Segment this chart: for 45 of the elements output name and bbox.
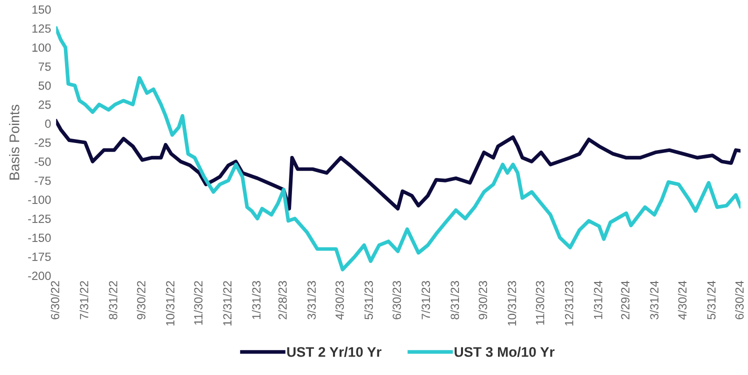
y-tick-label: -150 <box>28 234 51 242</box>
y-tick-label: 0 <box>45 120 51 128</box>
x-tick-label: 1/31/24 <box>594 280 602 319</box>
y-tick-label: -200 <box>28 272 51 280</box>
y-tick-label: -175 <box>28 252 51 261</box>
y-tick-label: -75 <box>34 176 51 185</box>
x-tick-label: 9/30/23 <box>478 281 488 320</box>
x-tick-label: 12/31/22 <box>222 281 232 326</box>
y-tick-label: 100 <box>32 43 51 52</box>
x-tick-label: 6/30/22 <box>50 281 60 320</box>
legend-label: UST 3 Mo/10 Yr <box>454 346 554 358</box>
y-tick-label: 50 <box>38 81 51 90</box>
x-tick-label: 3/31/23 <box>307 281 316 320</box>
x-tick-label: 2/29/24 <box>620 280 630 320</box>
x-tick-label: 10/31/23 <box>508 281 516 326</box>
line-series <box>56 26 741 272</box>
y-tick-label: 150 <box>32 5 51 14</box>
legend-label: UST 2 Yr/10 Yr <box>287 346 382 358</box>
y-tick-label: -50 <box>34 158 51 166</box>
x-tick-label: 2/28/23 <box>278 281 287 320</box>
x-tick-label: 11/30/22 <box>194 281 203 325</box>
x-tick-label: 8/31/22 <box>108 281 118 320</box>
x-tick-label: 12/31/23 <box>564 281 574 326</box>
x-tick-label: 11/30/23 <box>536 281 544 325</box>
line-series <box>56 119 741 210</box>
x-tick-label: 5/31/23 <box>364 281 373 320</box>
y-tick-label: -100 <box>28 196 51 204</box>
x-tick-label: 7/31/23 <box>421 281 430 320</box>
y-tick-label: 125 <box>32 24 51 33</box>
y-tick-label: 75 <box>38 62 51 71</box>
x-tick-label: 6/30/23 <box>392 281 402 320</box>
y-axis-title: Basis Points <box>9 104 20 180</box>
x-tick-label: 7/31/22 <box>80 281 88 320</box>
x-tick-label: 6/30/24 <box>735 280 744 320</box>
y-tick-label: -125 <box>28 214 51 223</box>
x-tick-label: 3/31/24 <box>650 280 658 320</box>
x-tick-label: 4/30/23 <box>335 281 344 320</box>
y-tick-label: 25 <box>38 100 51 109</box>
x-tick-label: 10/31/22 <box>166 281 174 326</box>
y-tick-label: -25 <box>34 138 51 147</box>
x-tick-label: 1/31/23 <box>252 281 261 319</box>
x-tick-label: 5/31/24 <box>706 280 716 320</box>
x-tick-label: 8/31/23 <box>450 281 460 320</box>
x-tick-label: 9/30/22 <box>136 281 146 320</box>
x-tick-label: 4/30/24 <box>678 280 687 320</box>
